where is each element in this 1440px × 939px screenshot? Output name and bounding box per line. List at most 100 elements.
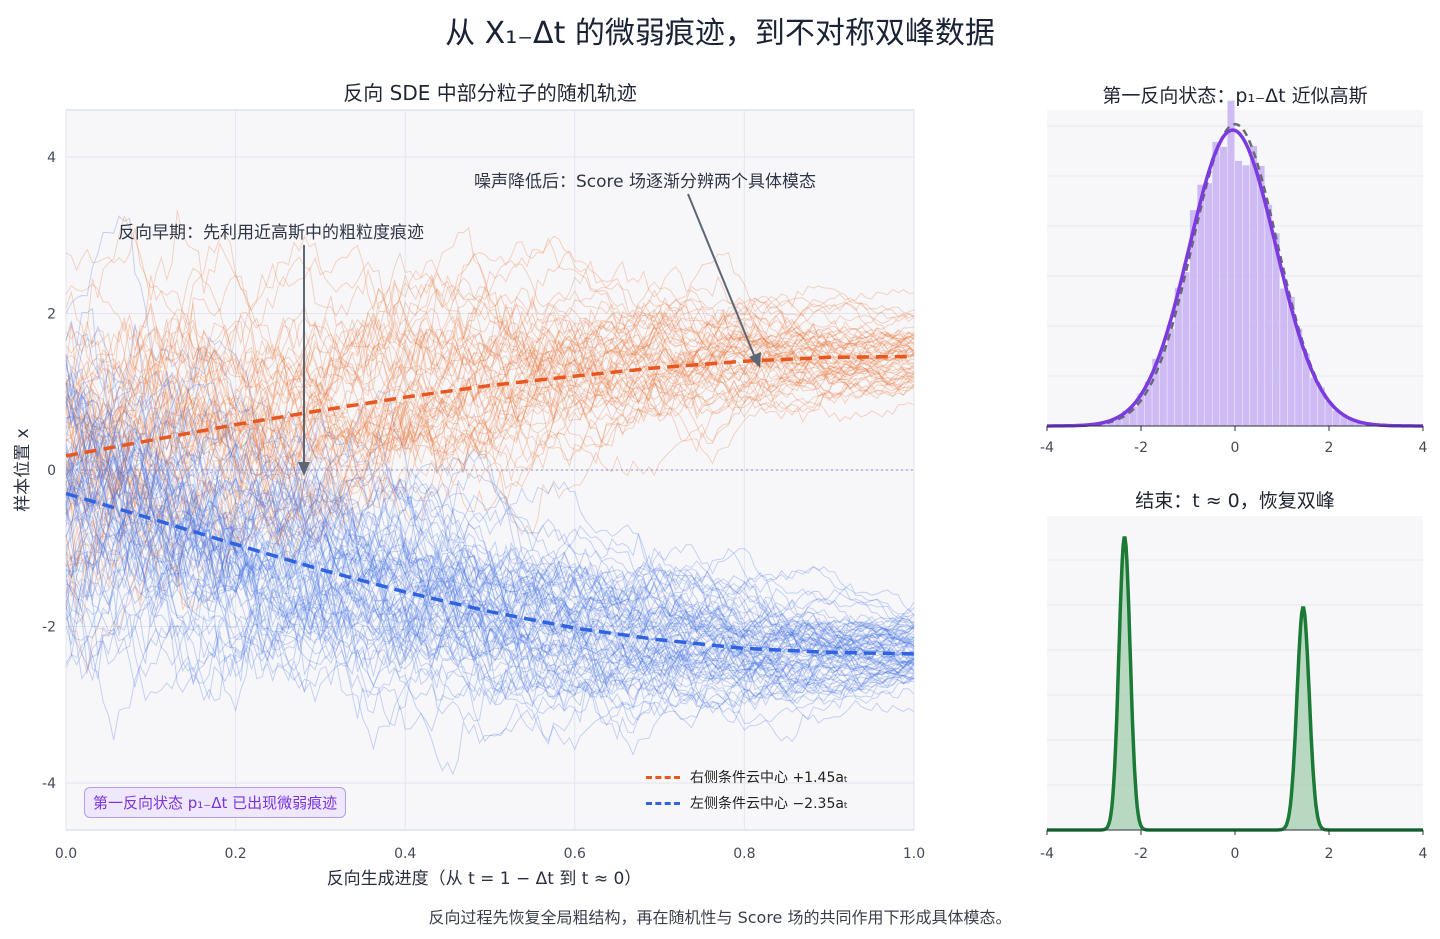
orange-trajectory	[65, 281, 915, 567]
br-ticks: -4 -2 0 2 4	[1040, 830, 1428, 862]
tr-histogram-bar	[1355, 422, 1363, 426]
blue-trajectory	[65, 460, 915, 662]
tr-histogram-bar	[1302, 353, 1310, 426]
tr-histogram-bar	[1129, 406, 1137, 426]
blue-trajectory	[65, 457, 915, 687]
blue-trajectory	[65, 510, 915, 709]
blue-trajectory	[65, 307, 915, 660]
tr-tick-label: -4	[1040, 440, 1054, 456]
orange-trajectory	[65, 301, 915, 560]
blue-trajectory	[65, 483, 915, 726]
bottom-right-panel: -4 -2 0 2 4	[1040, 516, 1428, 862]
orange-trajectory	[65, 290, 915, 431]
orange-trajectory	[65, 340, 915, 509]
orange-trajectory	[65, 302, 915, 526]
tr-histogram-bar	[1114, 416, 1122, 426]
annotation-early: 反向早期：先利用近高斯中的粗粒度痕迹	[118, 223, 424, 243]
tr-histogram-bar	[1325, 401, 1333, 426]
main-title: 反向 SDE 中部分粒子的随机轨迹	[343, 81, 637, 105]
blue-trajectory	[65, 375, 915, 743]
blue-trajectory	[65, 514, 915, 741]
tr-histogram-bar	[1317, 387, 1325, 426]
blue-trajectory	[65, 478, 915, 707]
tr-histogram	[1099, 100, 1363, 427]
orange-trajectory	[65, 295, 915, 515]
caption: 反向过程先恢复全局粗结构，再在随机性与 Score 场的共同作用下形成具体模态。	[428, 908, 1012, 927]
blue-trajectory	[65, 434, 915, 645]
blue-trajectory	[65, 373, 915, 683]
blue-trajectory	[65, 470, 915, 688]
blue-trajectory	[65, 411, 915, 650]
main-xtick-label: 0.0	[55, 846, 77, 862]
orange-trajectory	[65, 316, 915, 453]
blue-trajectory	[65, 383, 915, 704]
blue-trajectory	[65, 388, 915, 649]
blue-trajectory	[65, 389, 915, 622]
main-ytick-label: 4	[47, 150, 56, 166]
tr-histogram-bar	[1212, 141, 1220, 426]
legend-swatch-blue	[646, 801, 680, 805]
orange-trajectory	[65, 324, 915, 522]
main-ytick-label: 2	[47, 306, 56, 322]
main-xlabel: 反向生成进度（从 t = 1 − Δt 到 t ≈ 0）	[327, 869, 642, 889]
blue-trajectory	[65, 402, 915, 659]
orange-trajectory	[65, 318, 915, 504]
orange-trajectory	[65, 321, 915, 613]
tr-histogram-bar	[1197, 184, 1205, 426]
blue-trajectory	[65, 406, 915, 714]
orange-trajectory	[65, 275, 915, 451]
tr-tick-label: 0	[1231, 440, 1240, 456]
blue-trajectory	[65, 325, 915, 664]
main-ticks: 0.0 0.2 0.4 0.6 0.8 1.0 -4 -2 0 2 4	[42, 150, 925, 862]
orange-trajectory	[65, 336, 915, 568]
tr-histogram-bar	[1144, 381, 1152, 426]
blue-trajectory	[65, 456, 915, 716]
blue-trajectory	[65, 496, 915, 640]
orange-trajectory	[65, 354, 915, 547]
blue-trajectory	[65, 410, 915, 686]
orange-trajectory	[65, 315, 915, 512]
orange-trajectory	[65, 233, 915, 446]
blue-trajectory	[65, 390, 915, 699]
br-tick-label: -4	[1040, 846, 1054, 862]
blue-trajectory	[65, 455, 915, 711]
blue-trajectory	[65, 453, 915, 661]
br-tick-label: 2	[1325, 846, 1334, 862]
blue-trajectory	[65, 522, 915, 673]
orange-trajectory	[65, 277, 915, 495]
legend-item-orange: 右侧条件云中心 +1.45aₜ	[646, 764, 904, 790]
blue-trajectory	[65, 477, 915, 681]
tr-histogram-bar	[1235, 160, 1243, 426]
orange-trajectory	[65, 296, 915, 567]
br-tick-label: 0	[1231, 846, 1240, 862]
legend-item-blue: 左侧条件云中心 −2.35aₜ	[646, 790, 904, 816]
blue-trajectory	[65, 530, 915, 711]
orange-trajectory	[65, 342, 915, 515]
orange-trajectory	[65, 332, 915, 566]
blue-trajectory	[65, 363, 915, 707]
orange-trajectory	[65, 251, 915, 495]
orange-trajectory	[65, 235, 915, 468]
tr-histogram-bar	[1189, 210, 1197, 426]
tr-histogram-bar	[1137, 393, 1145, 426]
blue-trajectory	[65, 422, 915, 657]
orange-trajectory	[65, 350, 915, 605]
tr-histogram-bar	[1265, 204, 1273, 426]
legend: 右侧条件云中心 +1.45aₜ 左侧条件云中心 −2.35aₜ	[646, 764, 904, 828]
orange-trajectory	[65, 311, 915, 521]
tr-histogram-bar	[1310, 377, 1318, 426]
center-lines	[65, 354, 915, 656]
blue-trajectory	[65, 499, 915, 671]
blue-trajectory	[65, 368, 915, 677]
blue-trajectory	[65, 382, 915, 644]
orange-trajectory	[65, 349, 915, 591]
blue-trajectory	[65, 483, 915, 746]
blue-trajectory	[65, 458, 915, 677]
tr-histogram-bar	[1347, 418, 1355, 426]
blue-trajectory	[65, 400, 915, 676]
orange-trajectory	[65, 333, 915, 524]
tr-tick-label: -2	[1134, 440, 1148, 456]
orange-trajectory	[65, 214, 915, 402]
annotation-late: 噪声降低后：Score 场逐渐分辨两个具体模态	[474, 172, 817, 192]
